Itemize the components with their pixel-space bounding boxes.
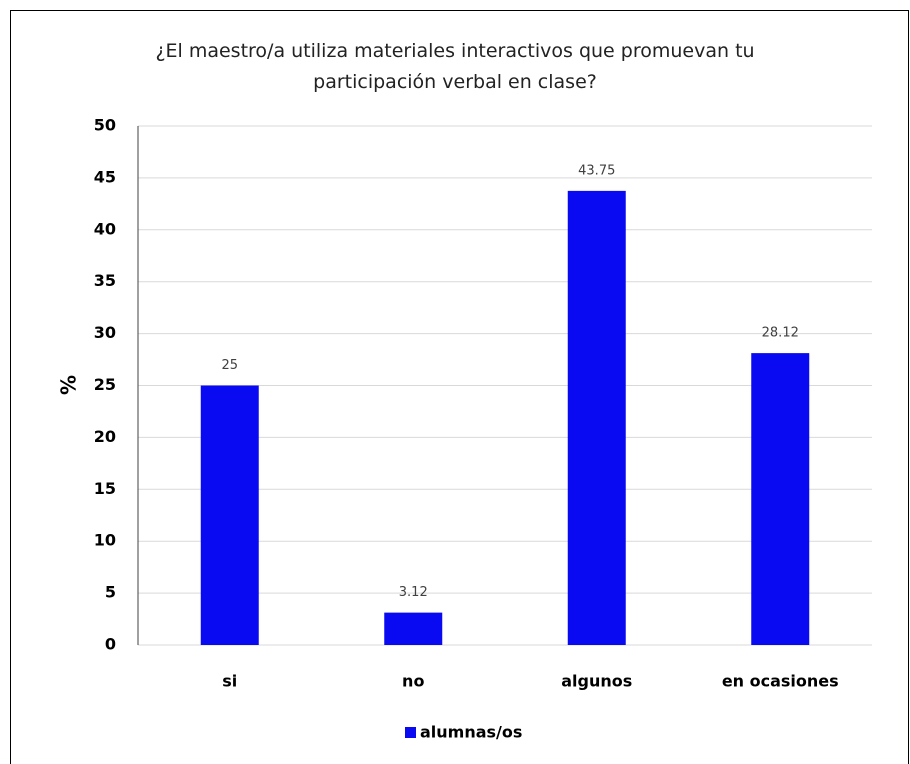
y-tick-label: 25: [94, 375, 116, 394]
legend-swatch: [405, 727, 416, 738]
x-tick-label: no: [402, 672, 424, 691]
y-tick-label: 50: [94, 116, 116, 135]
y-tick-label: 5: [105, 583, 116, 602]
data-label: 3.12: [399, 585, 428, 600]
y-tick-label: 40: [94, 219, 116, 238]
x-tick-label: algunos: [561, 672, 632, 691]
data-label: 25: [221, 358, 238, 373]
legend-label: alumnas/os: [420, 723, 522, 742]
bar: [200, 385, 259, 645]
y-tick-label: 45: [94, 167, 116, 186]
y-tick-label: 20: [94, 427, 116, 446]
y-tick-label: 30: [94, 323, 116, 342]
y-tick-label: 0: [105, 635, 116, 654]
y-tick-label: 15: [94, 479, 116, 498]
y-axis-label: %: [57, 375, 81, 395]
bar: [384, 612, 443, 645]
x-tick-label: si: [222, 672, 237, 691]
data-label: 43.75: [578, 163, 615, 178]
y-tick-label: 35: [94, 271, 116, 290]
y-tick-label: 10: [94, 531, 116, 550]
bar: [567, 190, 626, 645]
data-label: 28.12: [762, 326, 799, 341]
x-tick-label: en ocasiones: [722, 672, 839, 691]
bar: [751, 353, 810, 645]
chart-title: ¿El maestro/a utiliza materiales interac…: [155, 40, 755, 93]
